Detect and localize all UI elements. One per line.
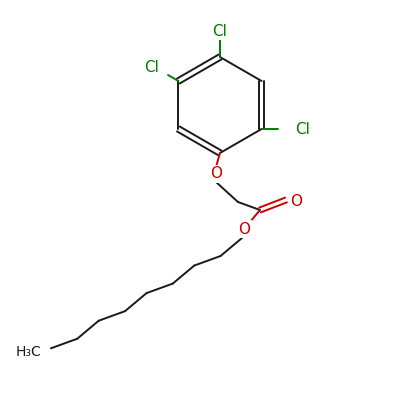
Text: H₃C: H₃C [15, 345, 41, 359]
Text: Cl: Cl [212, 24, 228, 38]
Text: Cl: Cl [144, 60, 159, 76]
Text: O: O [238, 222, 250, 236]
Text: O: O [210, 166, 222, 182]
Text: O: O [290, 194, 302, 208]
Text: Cl: Cl [296, 122, 310, 136]
